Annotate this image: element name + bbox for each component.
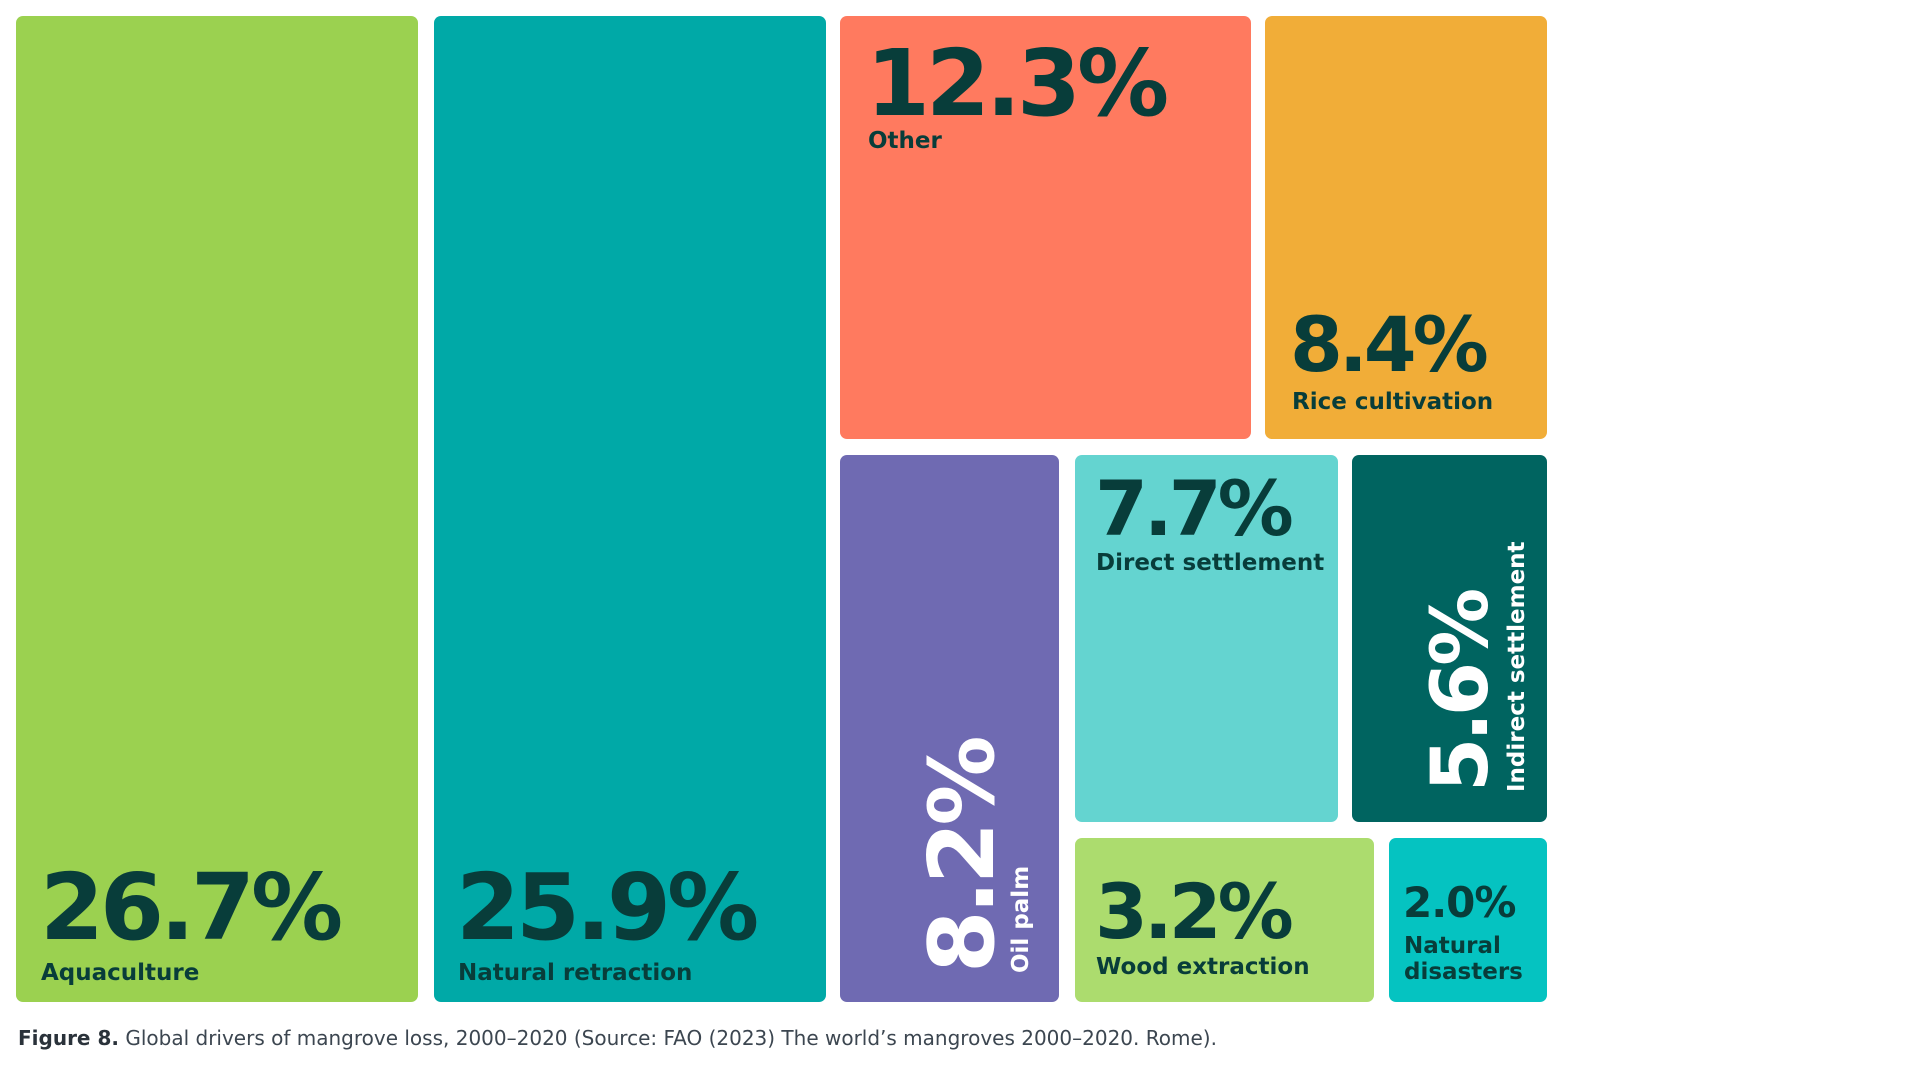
value-label-natural-retraction: 25.9% — [456, 854, 759, 961]
tile-natural-disasters: 2.0% Natural disasters — [1389, 838, 1547, 1002]
treemap-chart: 26.7% Aquaculture 25.9% Natural retraction 1… — [16, 16, 1547, 1002]
category-label-other: Other — [868, 128, 942, 154]
category-label-oil-palm: Oil palm — [1008, 865, 1034, 973]
category-label-aquaculture: Aquaculture — [41, 960, 200, 986]
category-label-direct-settlement: Direct settlement — [1096, 550, 1325, 576]
tile-oil-palm: 8.2% Oil palm — [840, 455, 1059, 1002]
category-label-natural-disasters: Natural disasters — [1404, 933, 1523, 985]
value-label-direct-settlement: 7.7% — [1095, 464, 1294, 553]
value-label-wood-extraction: 3.2% — [1095, 867, 1294, 956]
caption-text: Global drivers of mangrove loss, 2000–20… — [118, 1026, 1217, 1050]
caption-label: Figure 8. — [18, 1026, 119, 1050]
tile-indirect-settlement: 5.6% Indirect settlement — [1352, 455, 1547, 822]
tile-wood-extraction: 3.2% Wood extraction — [1075, 838, 1374, 1002]
tile-rice-cultivation: 8.4% Rice cultivation — [1265, 16, 1547, 439]
value-label-natural-disasters: 2.0% — [1403, 878, 1516, 927]
category-label-natural-retraction: Natural retraction — [458, 960, 693, 986]
figure-caption: Figure 8. Global drivers of mangrove los… — [18, 1026, 1217, 1050]
category-label-wood-extraction: Wood extraction — [1096, 954, 1310, 980]
value-label-oil-palm: 8.2% — [910, 739, 1015, 973]
category-label-rice-cultivation: Rice cultivation — [1292, 389, 1494, 415]
tile-other: 12.3% Other — [840, 16, 1251, 439]
value-label-other: 12.3% — [866, 30, 1169, 137]
category-label-indirect-settlement: Indirect settlement — [1504, 541, 1530, 792]
value-label-rice-cultivation: 8.4% — [1290, 300, 1489, 389]
tile-direct-settlement: 7.7% Direct settlement — [1075, 455, 1338, 822]
value-label-aquaculture: 26.7% — [40, 854, 343, 961]
tile-natural-retraction: 25.9% Natural retraction — [434, 16, 826, 1002]
tile-aquaculture: 26.7% Aquaculture — [16, 16, 418, 1002]
value-label-indirect-settlement: 5.6% — [1416, 591, 1506, 792]
